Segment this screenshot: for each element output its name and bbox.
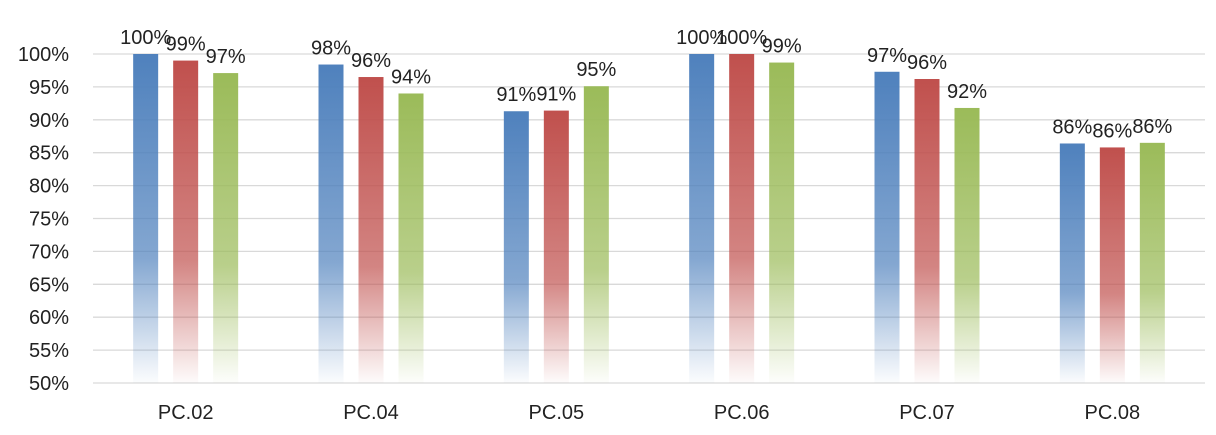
x-category-label: PC.07 (899, 402, 955, 424)
y-tick-label: 50% (29, 373, 69, 395)
data-label: 97% (206, 46, 246, 68)
bar-pc05-s1 (503, 111, 529, 383)
bar-pc07-s2 (914, 79, 940, 383)
bar-pc08-s1 (1059, 143, 1085, 383)
bar-pc07-s3 (954, 107, 980, 384)
data-label: 86% (1132, 116, 1172, 138)
x-category-label: PC.06 (714, 402, 770, 424)
bar-pc04-s1 (318, 64, 344, 383)
data-label: 99% (762, 36, 802, 58)
data-label: 98% (311, 38, 351, 60)
gridlines (93, 53, 1205, 384)
bar-pc06-s1 (689, 54, 715, 383)
data-label: 91% (536, 84, 576, 106)
y-tick-label: 55% (29, 340, 69, 362)
y-tick-label: 70% (29, 241, 69, 263)
y-tick-label: 90% (29, 110, 69, 132)
x-category-label: PC.04 (343, 402, 399, 424)
data-label: 91% (496, 84, 536, 106)
bar-pc06-s3 (769, 62, 795, 383)
bar-pc06-s2 (729, 54, 755, 383)
x-category-label: PC.08 (1085, 402, 1141, 424)
data-label: 96% (907, 52, 947, 74)
bar-pc05-s3 (583, 86, 609, 383)
data-label: 86% (1092, 120, 1132, 142)
x-axis-categories: PC.02 PC.04 PC.05 PC.06 PC.07 PC.08 (158, 402, 1140, 424)
y-tick-label: 65% (29, 274, 69, 296)
y-tick-label: 85% (29, 143, 69, 165)
data-label: 97% (867, 45, 907, 67)
data-label: 96% (351, 50, 391, 72)
bar-pc04-s2 (358, 77, 384, 383)
data-label: 100% (676, 27, 727, 49)
y-tick-label: 95% (29, 77, 69, 99)
data-label: 100% (120, 27, 171, 49)
y-tick-label: 60% (29, 307, 69, 329)
bar-pc05-s2 (543, 110, 569, 383)
y-tick-label: 75% (29, 209, 69, 231)
bar-pc02-s2 (173, 60, 199, 384)
data-label: 100% (716, 27, 767, 49)
data-label: 99% (166, 34, 206, 56)
data-label: 92% (947, 81, 987, 103)
x-category-label: PC.02 (158, 402, 214, 424)
y-axis-ticks: 50% 55% 60% 65% 70% 75% 80% 85% 90% 95% 100% (18, 44, 69, 395)
data-label: 86% (1052, 116, 1092, 138)
y-tick-label: 100% (18, 44, 69, 66)
bar-pc07-s1 (874, 71, 900, 384)
data-label: 95% (576, 59, 616, 81)
data-label: 94% (391, 66, 431, 88)
bar-pc04-s3 (398, 93, 424, 383)
bar-pc08-s2 (1099, 147, 1125, 383)
data-labels: 100%99%97% 98%96%94%91% 91%95%100%100%99% 9… (120, 27, 1172, 142)
x-category-label: PC.05 (529, 402, 585, 424)
bars (133, 54, 1165, 384)
bar-pc02-s1 (133, 54, 159, 383)
bar-pc02-s3 (213, 73, 239, 383)
y-tick-label: 80% (29, 176, 69, 198)
bar-pc08-s3 (1139, 142, 1165, 383)
